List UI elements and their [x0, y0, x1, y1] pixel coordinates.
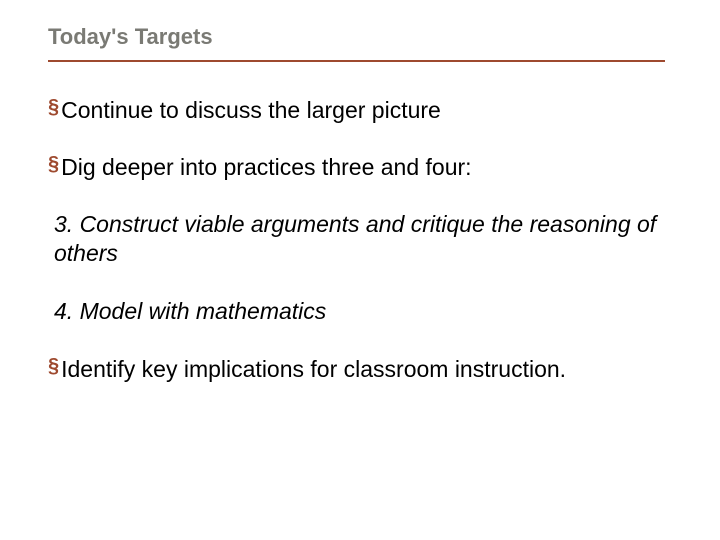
practice-text: 3. Construct viable arguments and critiq…	[48, 210, 680, 270]
bullet-icon: §	[48, 355, 59, 377]
slide: Today's Targets § Continue to discuss th…	[0, 0, 720, 540]
bullet-icon: §	[48, 96, 59, 118]
slide-title: Today's Targets	[48, 24, 680, 50]
bullet-item: § Dig deeper into practices three and fo…	[48, 153, 680, 182]
bullet-text: Identify key implications for classroom …	[61, 355, 566, 384]
bullet-item: § Continue to discuss the larger picture	[48, 96, 680, 125]
title-rule	[48, 60, 665, 62]
bullet-icon: §	[48, 153, 59, 175]
bullet-text: Dig deeper into practices three and four…	[61, 153, 471, 182]
bullet-text: Continue to discuss the larger picture	[61, 96, 441, 125]
bullet-item: § Identify key implications for classroo…	[48, 355, 680, 384]
practice-text: 4. Model with mathematics	[48, 297, 680, 327]
